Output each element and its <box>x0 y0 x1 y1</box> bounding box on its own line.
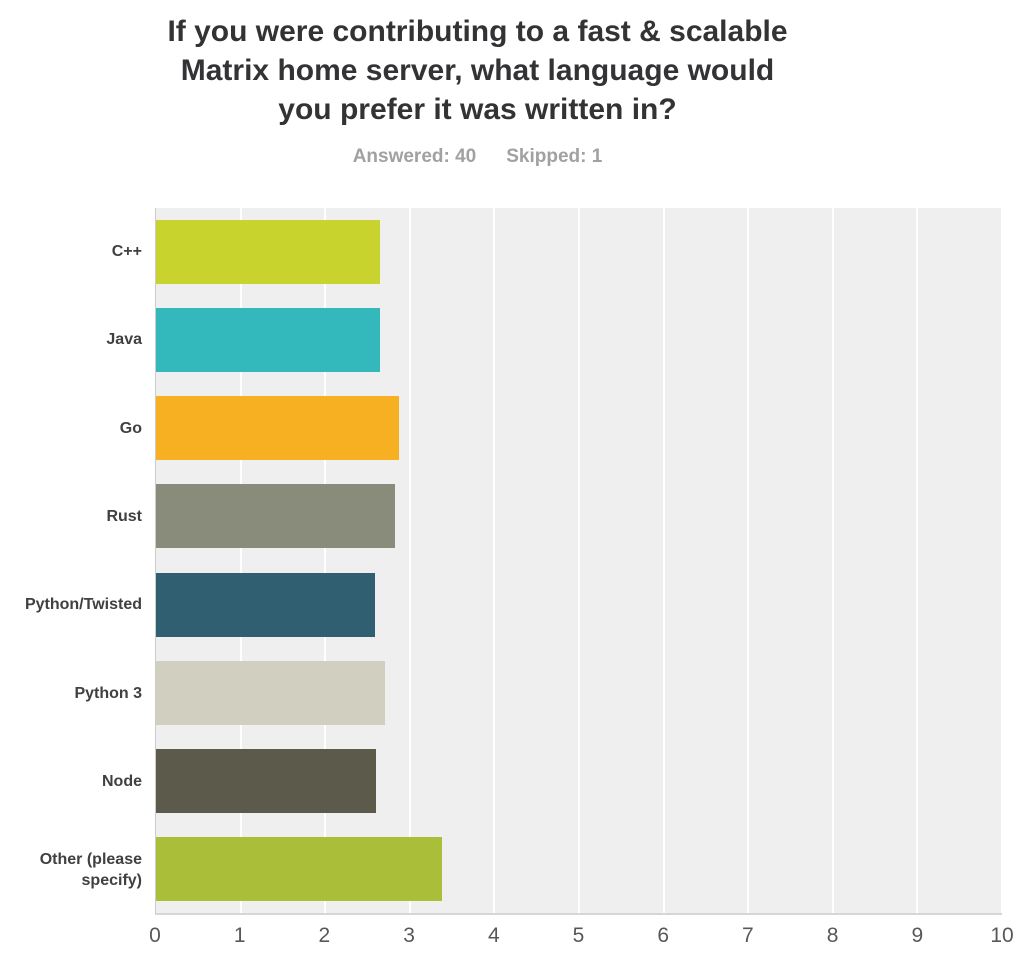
chart-title-line: you prefer it was written in? <box>278 93 677 126</box>
bar-row <box>156 208 1002 296</box>
category-label-rust: Rust <box>106 507 142 525</box>
chart-title-line: If you were contributing to a fast & sca… <box>167 15 788 48</box>
category-label-python-twisted: Python/Twisted <box>24 596 142 614</box>
bar-row <box>156 737 1002 825</box>
bar-row <box>156 384 1002 472</box>
x-tick-label: 0 <box>149 924 161 947</box>
chart-header: If you were contributing to a fast & sca… <box>0 12 955 168</box>
gridline <box>831 208 834 913</box>
chart-subtitle: Answered: 40 Skipped: 1 <box>0 146 955 168</box>
bar <box>156 836 442 901</box>
bar <box>156 308 381 373</box>
x-tick-label: 9 <box>911 924 924 947</box>
x-tick-label: 8 <box>826 924 839 947</box>
bar-row <box>156 649 1002 737</box>
gridline <box>324 208 327 913</box>
x-tick-label: 3 <box>403 924 415 947</box>
x-tick-label: 10 <box>990 924 1014 947</box>
gridline <box>916 208 919 913</box>
category-labels: C++ Java Go Rust Python/Twisted Python 3… <box>0 208 155 915</box>
category-label-node: Node <box>102 773 142 791</box>
bar <box>156 220 381 285</box>
gridline <box>493 208 496 913</box>
gridline <box>662 208 665 913</box>
skipped-count: Skipped: 1 <box>506 146 603 167</box>
bar-chart: C++ Java Go Rust Python/Twisted Python 3… <box>0 208 1003 915</box>
category-label-go: Go <box>119 419 142 437</box>
gridline <box>408 208 411 913</box>
x-tick-label: 1 <box>233 924 246 947</box>
bar-row <box>156 296 1002 384</box>
gridline <box>578 208 580 913</box>
bar-row <box>156 561 1002 649</box>
plot-area <box>155 208 1003 915</box>
chart-title: If you were contributing to a fast & sca… <box>0 12 955 129</box>
x-axis: 0 1 2 3 4 5 6 7 8 9 10 <box>149 924 1014 954</box>
category-label-other: Other (please specify) <box>39 851 142 889</box>
bar <box>156 572 376 637</box>
gridline <box>239 208 242 913</box>
gridlines <box>156 208 1003 913</box>
bar <box>156 484 395 549</box>
bar-row <box>156 825 1002 913</box>
x-tick-label: 7 <box>742 924 754 947</box>
bar-row <box>156 472 1002 560</box>
bar <box>156 660 386 725</box>
bar <box>156 396 399 461</box>
x-tick-label: 5 <box>572 924 585 947</box>
bar <box>156 748 376 813</box>
x-tick-label: 4 <box>487 924 500 947</box>
category-label-python3: Python 3 <box>74 684 142 702</box>
category-label-java: Java <box>106 331 142 349</box>
category-label-cpp: C++ <box>111 242 142 260</box>
answered-count: Answered: 40 <box>352 146 477 167</box>
gridline <box>1001 208 1003 913</box>
gridline <box>747 208 750 913</box>
chart-title-line: Matrix home server, what language would <box>180 54 775 87</box>
x-tick-label: 6 <box>657 924 670 947</box>
x-tick-label: 2 <box>318 924 331 947</box>
